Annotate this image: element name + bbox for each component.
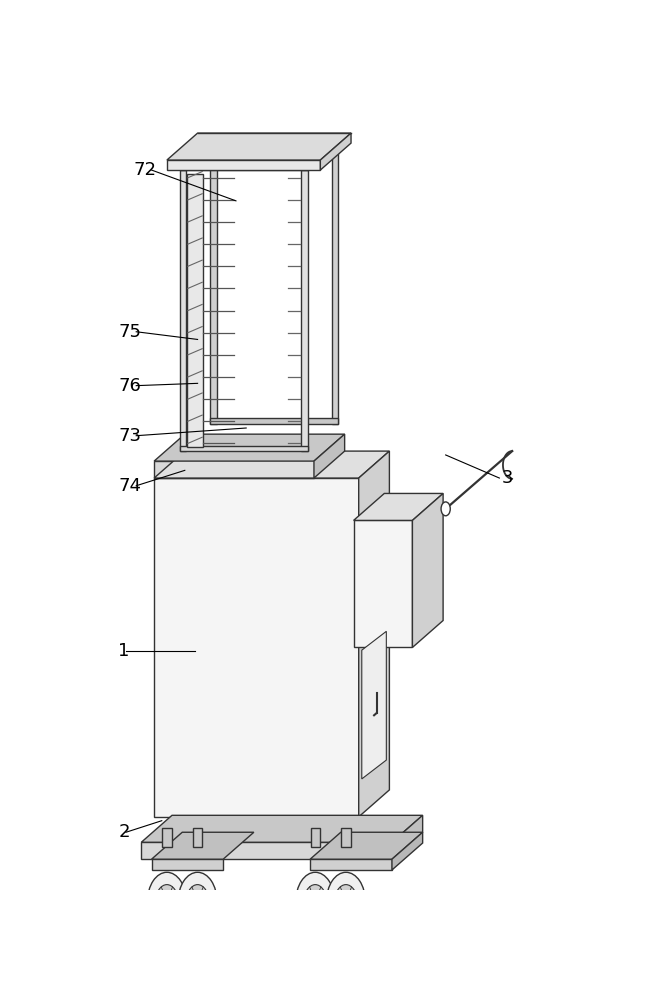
Circle shape xyxy=(156,885,178,918)
Polygon shape xyxy=(362,631,386,779)
Text: 1: 1 xyxy=(118,642,129,660)
Circle shape xyxy=(147,872,186,931)
Circle shape xyxy=(311,895,320,908)
Bar xyxy=(162,828,172,847)
Text: 72: 72 xyxy=(133,161,156,179)
Bar xyxy=(152,859,223,870)
Bar xyxy=(154,478,359,817)
Circle shape xyxy=(162,895,172,908)
Circle shape xyxy=(441,502,450,516)
Bar xyxy=(154,461,314,478)
Bar xyxy=(180,170,186,451)
Polygon shape xyxy=(310,832,422,859)
Polygon shape xyxy=(152,832,254,859)
Polygon shape xyxy=(314,434,345,478)
Bar xyxy=(311,828,320,847)
Circle shape xyxy=(327,872,366,931)
Circle shape xyxy=(186,885,209,918)
Text: 2: 2 xyxy=(118,823,130,841)
Polygon shape xyxy=(359,451,389,817)
Polygon shape xyxy=(211,137,338,143)
Circle shape xyxy=(193,895,202,908)
Polygon shape xyxy=(320,133,351,170)
Circle shape xyxy=(296,872,335,931)
Bar xyxy=(167,160,320,170)
Bar xyxy=(193,828,202,847)
Bar xyxy=(354,520,412,647)
Bar xyxy=(180,165,308,170)
Circle shape xyxy=(335,885,357,918)
Circle shape xyxy=(304,885,327,918)
Bar xyxy=(341,828,350,847)
Polygon shape xyxy=(211,418,338,424)
Bar xyxy=(141,842,392,859)
Circle shape xyxy=(178,872,217,931)
Bar xyxy=(180,446,308,451)
Text: 75: 75 xyxy=(118,323,141,341)
Bar xyxy=(187,174,203,447)
Bar xyxy=(310,859,392,870)
Text: 74: 74 xyxy=(118,477,141,495)
Polygon shape xyxy=(354,493,443,520)
Polygon shape xyxy=(141,815,422,842)
Text: 76: 76 xyxy=(118,377,141,395)
Polygon shape xyxy=(392,815,422,859)
Polygon shape xyxy=(154,434,345,461)
Polygon shape xyxy=(154,451,389,478)
Polygon shape xyxy=(332,143,338,424)
Polygon shape xyxy=(412,493,443,647)
Text: 73: 73 xyxy=(118,427,141,445)
Text: 3: 3 xyxy=(502,469,513,487)
Polygon shape xyxy=(211,143,216,424)
Bar xyxy=(302,170,308,451)
Polygon shape xyxy=(392,832,422,870)
Circle shape xyxy=(341,895,350,908)
Polygon shape xyxy=(167,133,351,160)
